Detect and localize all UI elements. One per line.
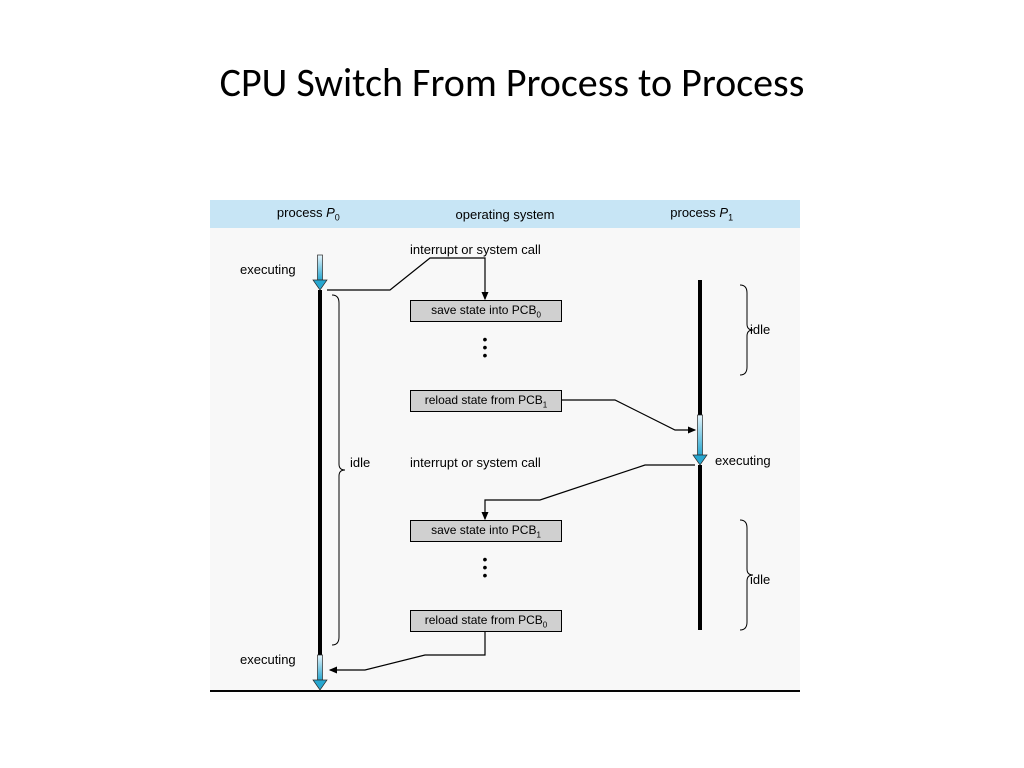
slide-title: CPU Switch From Process to Process	[0, 58, 1024, 107]
pcb-box-3: reload state from PCB0	[410, 610, 562, 632]
timeline-p0	[318, 290, 322, 680]
context-switch-diagram: process P0operating systemprocess P1 sav…	[210, 200, 800, 700]
label-5: idle	[350, 455, 370, 470]
header-cell-1: operating system	[407, 207, 604, 222]
label-3: executing	[240, 652, 296, 667]
label-2: executing	[240, 262, 296, 277]
time-baseline	[210, 690, 800, 692]
pcb-box-1: reload state from PCB1	[410, 390, 562, 412]
connector-2	[485, 465, 695, 519]
label-0: interrupt or system call	[410, 242, 541, 257]
connector-1	[562, 400, 695, 430]
label-6: idle	[750, 322, 770, 337]
brace-0	[332, 295, 345, 645]
header-cell-0: process P0	[210, 205, 407, 223]
label-4: executing	[715, 453, 771, 468]
timeline-p1_bot	[698, 465, 702, 630]
vertical-dots-1: •••	[410, 555, 560, 579]
exec-arrow-2	[693, 415, 707, 465]
connector-3	[330, 632, 485, 670]
label-7: idle	[750, 572, 770, 587]
connector-0	[327, 258, 485, 299]
exec-arrow-0	[313, 255, 327, 290]
header-cell-2: process P1	[603, 205, 800, 223]
timeline-p1_top	[698, 280, 702, 415]
label-1: interrupt or system call	[410, 455, 541, 470]
header-band: process P0operating systemprocess P1	[210, 200, 800, 228]
pcb-box-0: save state into PCB0	[410, 300, 562, 322]
vertical-dots-0: •••	[410, 335, 560, 359]
pcb-box-2: save state into PCB1	[410, 520, 562, 542]
